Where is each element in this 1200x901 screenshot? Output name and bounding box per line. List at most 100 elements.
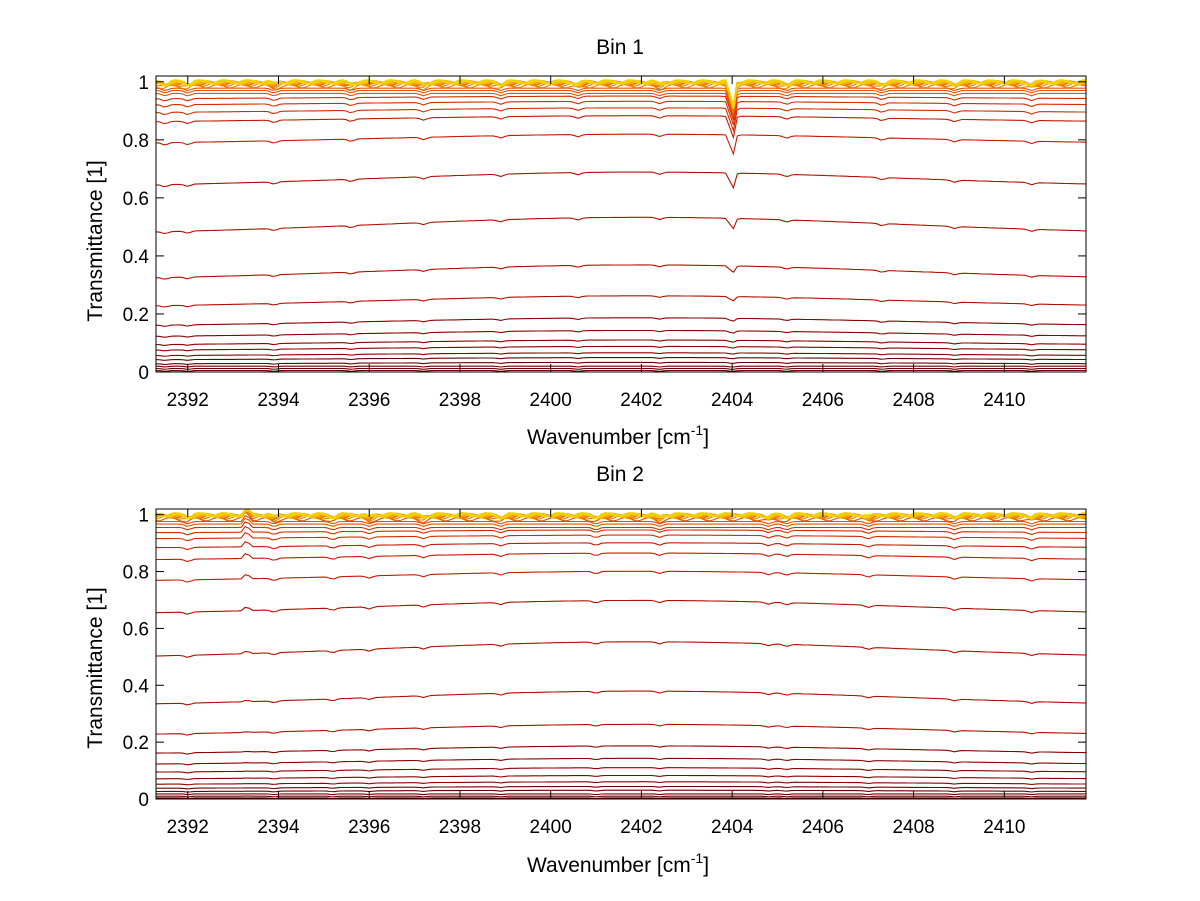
x-axis-label-end: ] [703,854,709,877]
series-line [156,745,1086,755]
x-tick-label: 2396 [348,817,390,838]
series-line [156,570,1087,583]
series-line [156,797,1086,800]
series-line [156,785,1086,790]
series-line [156,517,1086,527]
series-line [155,352,1086,357]
series-line [155,295,1087,308]
x-tick-labels: 2392 2394 2396 2398 2400 2402 2404 2406 2408 2410 [167,817,1026,838]
x-tick-label: 2406 [802,390,844,411]
series-line [156,793,1086,796]
series-line [155,339,1086,346]
x-tick-label: 2396 [348,390,390,411]
y-tick-label: 0.4 [123,247,150,268]
y-tick-labels: 0 0.2 0.4 0.6 0.8 1 [123,73,150,384]
x-axis-label: Wavenumber [cm-1] [527,422,709,449]
series-line [155,264,1087,280]
y-axis-label: Transmittance [1] [84,587,107,748]
x-tick-label: 2394 [257,390,300,411]
series-line [155,723,1087,736]
y-tick-labels: 0 0.2 0.4 0.6 0.8 1 [123,506,150,811]
series-line [155,107,1086,133]
x-tick-label: 2398 [439,817,481,838]
series-line [155,133,1087,156]
tick-marks [156,76,1086,373]
series-group [155,509,1087,800]
axes-frame [155,75,1087,373]
series-line [156,515,1086,525]
series-line [155,511,1087,524]
axes-frame [155,508,1087,800]
series-line [155,95,1086,121]
y-tick-label: 0.8 [123,131,149,152]
series-line [155,599,1086,615]
series-line [155,509,1087,520]
x-axis-label-main: Wavenumber [cm [527,426,691,449]
x-tick-label: 2398 [439,390,481,411]
series-line [155,92,1086,119]
series-line [156,774,1086,781]
series-line [156,789,1086,793]
series-line [155,641,1087,658]
series-line [155,87,1086,114]
x-tick-label: 2400 [530,390,572,411]
series-line [156,552,1087,563]
series-line [155,357,1086,361]
series-line [155,367,1086,370]
y-tick-label: 0.4 [123,676,150,697]
x-axis-label-main: Wavenumber [cm [527,854,691,877]
x-tick-labels: 2392 2394 2396 2398 2400 2402 2404 2406 2408 2410 [167,390,1026,411]
plot-background [156,509,1086,799]
series-line [155,369,1086,372]
x-tick-label: 2408 [892,817,934,838]
series-line [155,83,1087,114]
chart-title: Bin 1 [596,36,644,59]
chart-panel-bin-1: Bin 1 2392 2394 2396 2398 2400 2402 2404 2406 24… [84,36,1087,449]
series-line [156,795,1086,798]
x-tick-label: 2408 [892,390,934,411]
series-line [155,115,1086,140]
x-axis-label-superscript: -1 [691,850,704,866]
y-tick-label: 0 [138,790,149,811]
x-axis-label-end: ] [703,426,709,449]
series-line [156,526,1086,536]
x-tick-label: 2394 [257,817,300,838]
series-line [155,767,1087,774]
y-tick-label: 0.8 [123,563,149,584]
y-axis-label: Transmittance [1] [84,160,107,321]
y-tick-label: 1 [138,73,149,94]
chart-panel-bin-2: Bin 2 2392 2394 2396 2398 2400 2402 2404 2406 24… [84,463,1087,877]
series-line [155,329,1086,338]
y-tick-label: 1 [138,506,149,527]
series-line [155,690,1086,706]
x-axis-label: Wavenumber [cm-1] [527,850,709,877]
x-tick-label: 2402 [620,390,662,411]
x-tick-label: 2406 [802,817,844,838]
y-tick-label: 0.2 [123,305,149,326]
y-tick-label: 0.6 [123,619,149,640]
series-line [155,89,1086,116]
chart-title: Bin 2 [596,463,644,486]
y-tick-label: 0.6 [123,189,149,210]
series-line [156,541,1087,551]
series-line [155,345,1087,352]
x-tick-label: 2392 [167,817,209,838]
series-line [155,216,1087,235]
x-tick-label: 2402 [620,817,662,838]
series-line [156,532,1086,542]
series-line [155,365,1086,368]
series-line [155,317,1087,327]
y-tick-label: 0.2 [123,733,149,754]
x-tick-label: 2404 [711,817,754,838]
x-tick-label: 2400 [530,817,572,838]
series-line [155,79,1087,109]
series-line [156,521,1086,531]
x-tick-label: 2410 [983,817,1025,838]
x-tick-label: 2404 [711,390,754,411]
x-tick-label: 2392 [167,390,209,411]
series-line [155,100,1086,126]
tick-marks [156,509,1086,800]
series-line [155,171,1087,190]
series-line [155,757,1087,766]
